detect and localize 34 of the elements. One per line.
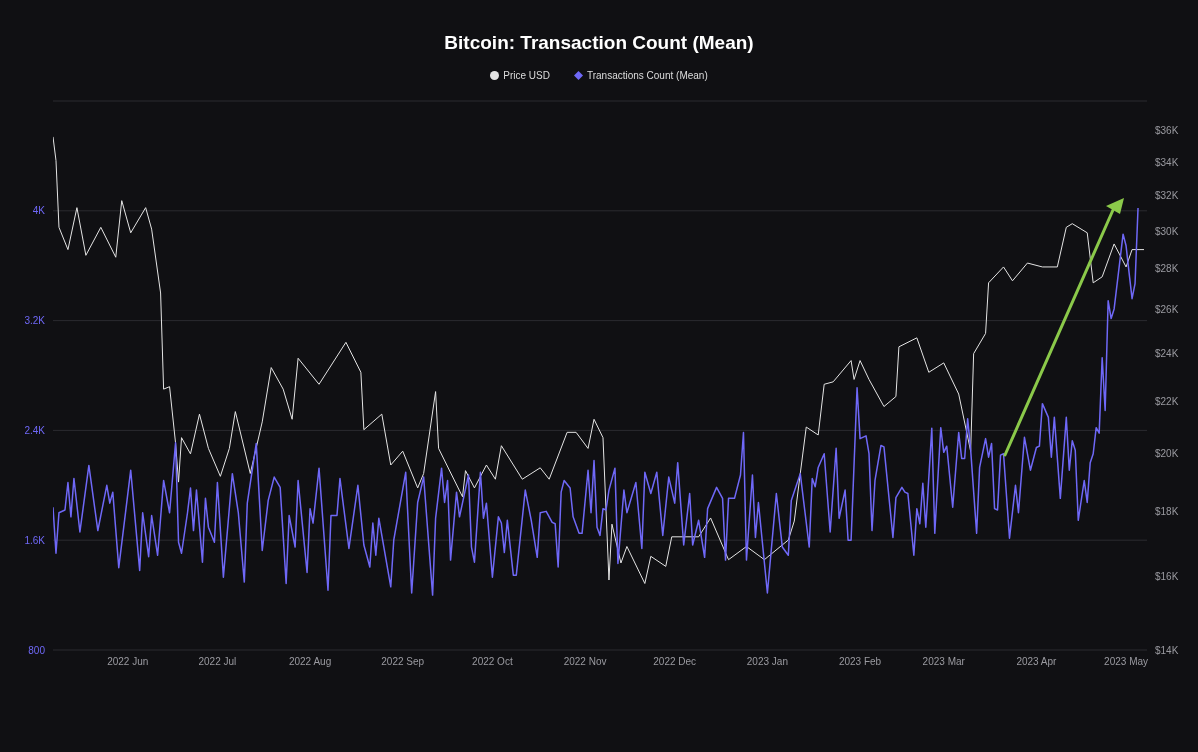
y2-tick-label: $18K — [1155, 506, 1179, 518]
x-tick-label: 2022 Aug — [288, 656, 332, 668]
x-tick-label: 2022 Oct — [472, 656, 513, 668]
y2-tick-label: $16K — [1155, 571, 1179, 583]
x-tick-label: 2023 Apr — [1016, 656, 1058, 668]
y-tick-label: 4K — [32, 205, 46, 217]
y2-tick-label: $20K — [1155, 448, 1179, 460]
line-series — [53, 136, 1145, 584]
y2-tick-label: $24K — [1155, 348, 1179, 360]
x-tick-label: 2023 Jan — [746, 656, 788, 668]
y-tick-label: 1.6K — [24, 534, 46, 546]
y-tick-label: 800 — [28, 644, 46, 656]
x-tick-label: 2022 Jun — [107, 656, 149, 668]
y-tick-label: 3.2K — [24, 315, 46, 327]
y2-tick-label: $14K — [1155, 644, 1179, 656]
y2-tick-label: $34K — [1155, 156, 1179, 168]
x-tick-label: 2023 Feb — [838, 656, 882, 668]
legend-label: Transactions Count (Mean) — [586, 70, 708, 81]
x-tick-label: 2022 Sep — [381, 656, 425, 668]
y2-tick-label: $36K — [1155, 125, 1179, 137]
y2-tick-label: $28K — [1155, 263, 1179, 275]
y2-tick-label: $30K — [1155, 225, 1179, 237]
x-tick-label: 2023 Mar — [922, 656, 966, 668]
y2-tick-label: $26K — [1155, 304, 1179, 316]
x-tick-label: 2022 Dec — [653, 656, 697, 668]
y2-tick-label: $32K — [1155, 190, 1179, 202]
chart-title: Bitcoin: Transaction Count (Mean) — [443, 32, 755, 54]
x-tick-label: 2022 Nov — [563, 656, 607, 668]
line-series — [53, 207, 1139, 596]
y-tick-label: 2.4K — [24, 424, 46, 436]
legend-label: Price USD — [503, 70, 550, 81]
x-tick-label: 2022 Jul — [198, 656, 237, 668]
y2-tick-label: $22K — [1155, 396, 1179, 408]
x-tick-label: 2023 May — [1104, 656, 1149, 668]
